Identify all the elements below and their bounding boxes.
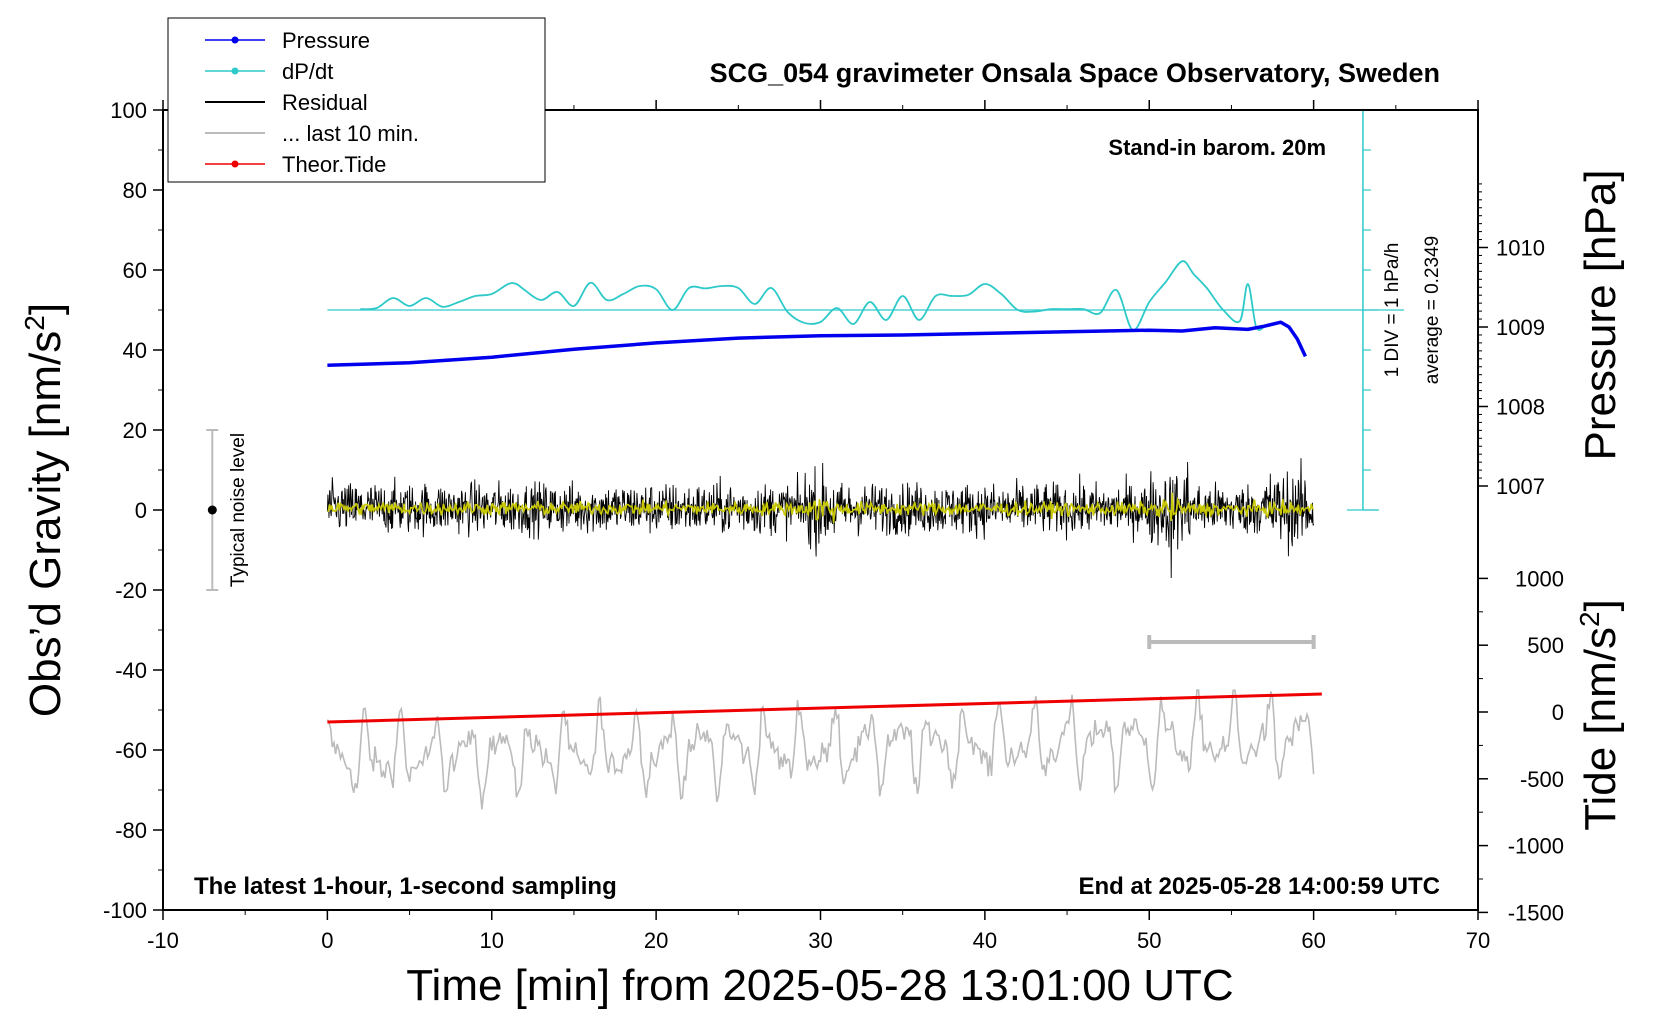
div-scale-note: 1 DIV = 1 hPa/h [1382, 243, 1403, 378]
tide-tick-label: -1000 [1508, 834, 1564, 859]
x-tick-label: 20 [644, 928, 668, 953]
y-tick-label: -80 [115, 818, 147, 843]
tide-tick-label: 500 [1527, 633, 1564, 658]
average-note: average = 0.2349 [1422, 236, 1443, 384]
tide-tick-label: -1500 [1508, 900, 1564, 925]
tide-tick-label: 1000 [1515, 566, 1564, 591]
tide-tick-label: -500 [1520, 767, 1564, 792]
legend-label-pressure: Pressure [282, 28, 370, 53]
tide-tick-label: 0 [1552, 700, 1564, 725]
y-tick-label: 40 [123, 338, 147, 363]
pressure-tick-label: 1008 [1496, 395, 1545, 420]
legend-label-residual: Residual [282, 90, 368, 115]
residual-line [326, 458, 1315, 579]
y-tick-label: 60 [123, 258, 147, 283]
barometer-note: Stand-in barom. 20m [1108, 135, 1326, 160]
y-tick-label: 100 [110, 98, 147, 123]
last10-line [327, 492, 1315, 523]
pressure-tick-label: 1010 [1496, 236, 1545, 261]
y-axis-tide-title: Tide [nm/s2] [1574, 599, 1625, 831]
noise-note: Typical noise level [228, 433, 249, 587]
x-tick-label: 50 [1137, 928, 1161, 953]
tide-line [327, 692, 1322, 724]
y-tick-label: 0 [135, 498, 147, 523]
y-axis-left-title: Obs’d Gravity [nm/s2] [19, 303, 70, 717]
x-tick-label: 30 [808, 928, 832, 953]
legend-label-tide: Theor.Tide [282, 152, 386, 177]
y-tick-label: -100 [103, 898, 147, 923]
noise-bar-center [207, 505, 217, 515]
pressure-tick-label: 1009 [1496, 315, 1545, 340]
y-tick-label: -40 [115, 658, 147, 683]
legend: Pressure dP/dt Residual ... last 10 min.… [167, 17, 546, 183]
legend-label-last10: ... last 10 min. [282, 121, 419, 146]
gravity-raw-line [326, 688, 1315, 810]
plot-frame [162, 109, 1479, 911]
legend-label-dpdt: dP/dt [282, 59, 333, 84]
y-tick-label: -60 [115, 738, 147, 763]
x-tick-label: 40 [973, 928, 997, 953]
tick-labels: -10 0 10 20 30 40 50 60 70-100-80-60-40-20020406… [103, 98, 1564, 953]
pressure-tick-label: 1007 [1496, 474, 1545, 499]
x-tick-label: -10 [147, 928, 179, 953]
y-tick-label: -20 [115, 578, 147, 603]
dpdt-line [360, 260, 1265, 331]
x-tick-label: 70 [1466, 928, 1490, 953]
y-tick-label: 80 [123, 178, 147, 203]
y-axis-pressure-title: Pressure [hPa] [1576, 169, 1625, 460]
legend-box [167, 17, 546, 183]
pressure-line [327, 320, 1307, 367]
bottom-left-note: The latest 1-hour, 1-second sampling [194, 873, 617, 900]
legend-marker-pressure [231, 36, 239, 44]
x-tick-label: 60 [1301, 928, 1325, 953]
x-tick-label: 0 [321, 928, 333, 953]
x-tick-label: 10 [480, 928, 504, 953]
y-tick-label: 20 [123, 418, 147, 443]
chart-title: SCG_054 gravimeter Onsala Space Observat… [710, 58, 1440, 88]
legend-marker-dpdt [231, 67, 239, 75]
x-axis-title: Time [min] from 2025-05-28 13:01:00 UTC [406, 961, 1233, 1010]
legend-marker-tide [231, 160, 239, 168]
bottom-right-note: End at 2025-05-28 14:00:59 UTC [1079, 873, 1441, 900]
